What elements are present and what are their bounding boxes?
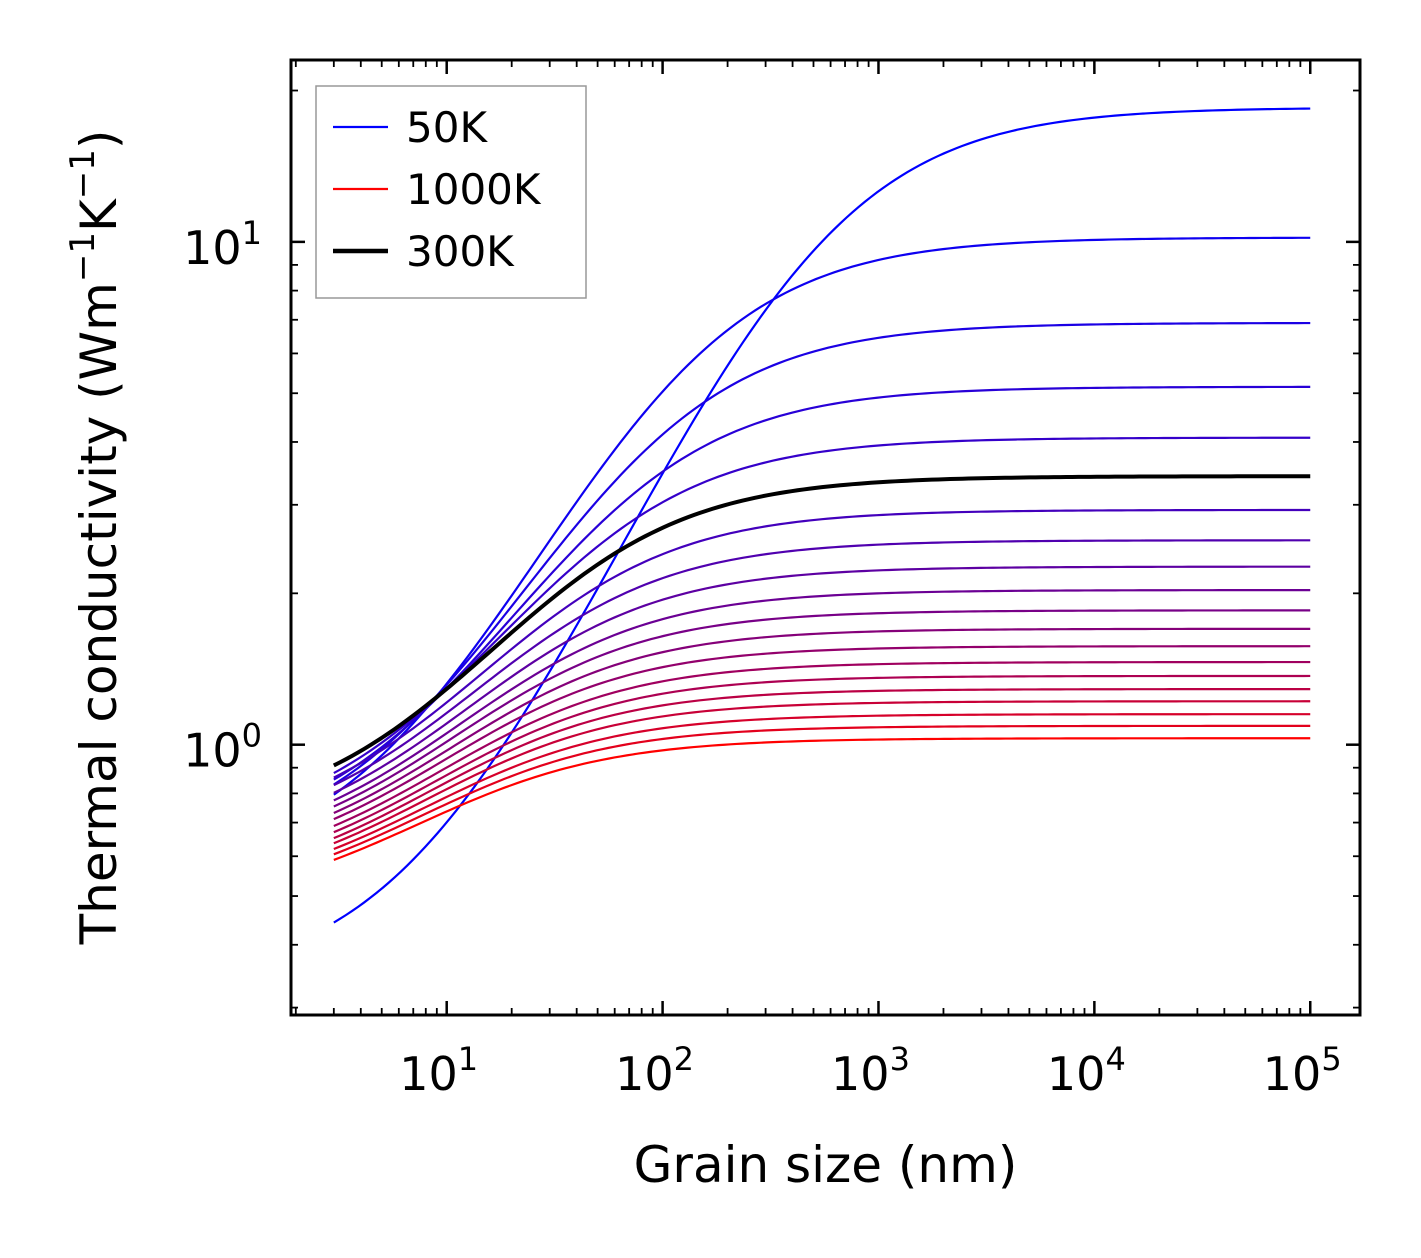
series-line-950K: [333, 724, 1311, 856]
x-tick-label-exponent: 2: [674, 1040, 694, 1078]
y-tick-label-exponent: 1: [242, 214, 262, 252]
series-line-700K: [333, 660, 1311, 827]
x-tick-label-base: 10: [1047, 1047, 1106, 1101]
x-tick-label: 103: [831, 1040, 910, 1101]
series-line-300K: [332, 474, 1311, 768]
series-line-500K: [333, 589, 1311, 802]
plot-frame: [289, 58, 1362, 1017]
series-line-350K: [333, 508, 1311, 779]
y-label-exponent: −1: [63, 149, 103, 199]
legend: 50K 1000K 300K: [315, 85, 587, 299]
x-tick-label: 102: [615, 1040, 694, 1101]
series-line-750K: [333, 674, 1311, 834]
series-line-150K: [333, 321, 1311, 786]
y-tick-label-exponent: 0: [242, 717, 262, 755]
x-tick-label-base: 10: [831, 1047, 890, 1101]
series-line-50K: [333, 107, 1311, 924]
x-tick-label: 105: [1263, 1040, 1342, 1101]
x-tick-label-exponent: 4: [1105, 1040, 1125, 1078]
y-label-text: ): [70, 130, 128, 150]
legend-label-50K: 50K: [406, 103, 488, 152]
x-tick-label-exponent: 3: [890, 1040, 910, 1078]
series-line-1000K: [333, 737, 1311, 861]
x-axis-label: Grain size (nm): [634, 1136, 1018, 1194]
legend-box: [315, 85, 587, 299]
x-tick-label: 101: [399, 1040, 478, 1101]
y-label-text: K: [70, 198, 128, 232]
y-axis-label: Thermal conductivity (Wm−1K−1): [63, 130, 128, 946]
x-tick-label: 104: [1047, 1040, 1126, 1101]
x-tick-label-base: 10: [399, 1047, 458, 1101]
y-tick-label: 101: [183, 214, 262, 275]
legend-label-1000K: 1000K: [406, 165, 542, 214]
series-line-900K: [333, 713, 1311, 851]
series-line-600K: [333, 627, 1311, 814]
series-line-800K: [333, 688, 1311, 840]
legend-label-300K: 300K: [406, 227, 515, 276]
series-line-200K: [333, 385, 1311, 781]
series-line-450K: [333, 565, 1311, 794]
series-line-250K: [333, 436, 1311, 774]
y-label-text: Thermal conductivity (Wm: [70, 282, 128, 945]
x-tick-label-exponent: 5: [1321, 1040, 1341, 1078]
series-line-850K: [333, 700, 1311, 845]
y-label-exponent: −1: [63, 232, 103, 282]
y-tick-label-base: 10: [183, 724, 242, 778]
y-tick-label: 100: [183, 717, 262, 778]
x-tick-label-base: 10: [1263, 1047, 1322, 1101]
series-line-400K: [333, 539, 1311, 787]
series-line-550K: [333, 609, 1311, 808]
series-layer: [332, 107, 1311, 924]
x-tick-label-base: 10: [615, 1047, 674, 1101]
y-tick-label-base: 10: [183, 221, 242, 275]
x-tick-label-exponent: 1: [458, 1040, 478, 1078]
series-line-650K: [333, 645, 1311, 821]
series-line-100K: [333, 236, 1311, 796]
